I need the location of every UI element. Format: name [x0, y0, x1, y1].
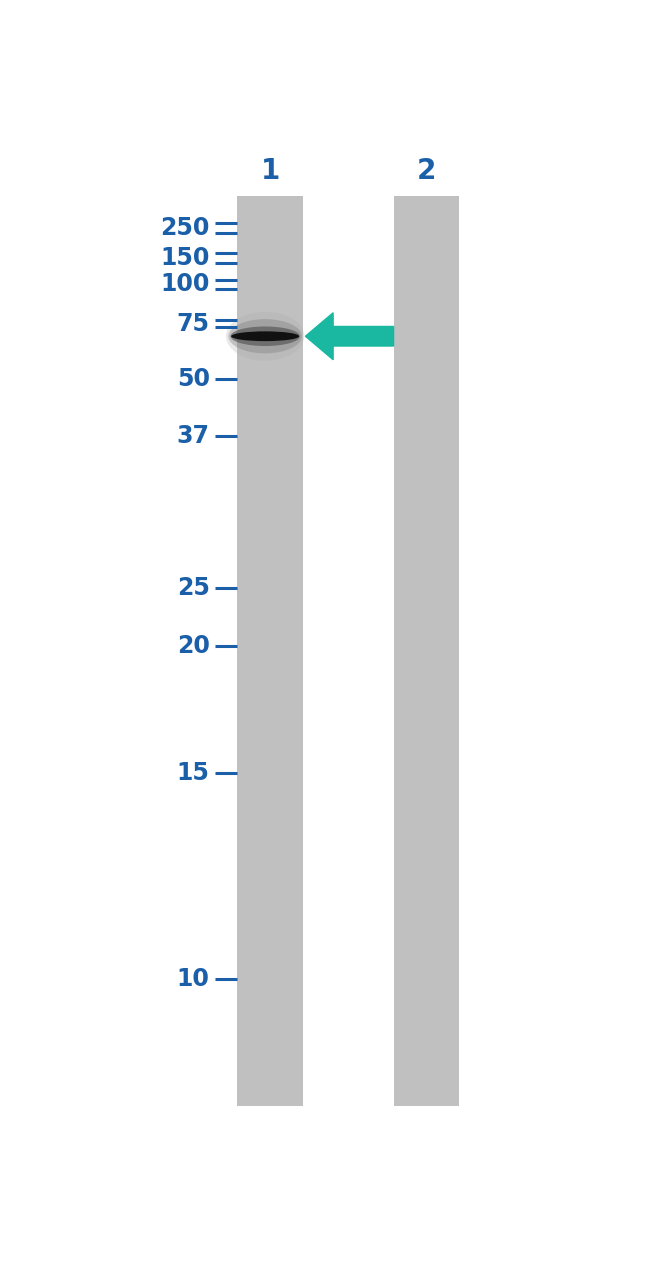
- Text: 2: 2: [417, 156, 436, 184]
- Ellipse shape: [231, 331, 299, 342]
- Text: 150: 150: [161, 246, 210, 271]
- Text: 37: 37: [177, 424, 210, 448]
- Ellipse shape: [231, 326, 300, 345]
- FancyArrow shape: [306, 312, 393, 359]
- Bar: [394, 197, 459, 1106]
- Text: 10: 10: [177, 966, 210, 991]
- Text: 1: 1: [261, 156, 280, 184]
- Text: 75: 75: [177, 311, 210, 335]
- Ellipse shape: [228, 319, 302, 353]
- Ellipse shape: [226, 312, 304, 361]
- Text: 15: 15: [177, 762, 210, 785]
- Text: 250: 250: [161, 216, 210, 240]
- Bar: [237, 197, 303, 1106]
- Text: 50: 50: [177, 367, 210, 391]
- Text: 100: 100: [161, 273, 210, 296]
- Text: 25: 25: [177, 575, 210, 599]
- Text: 20: 20: [177, 634, 210, 658]
